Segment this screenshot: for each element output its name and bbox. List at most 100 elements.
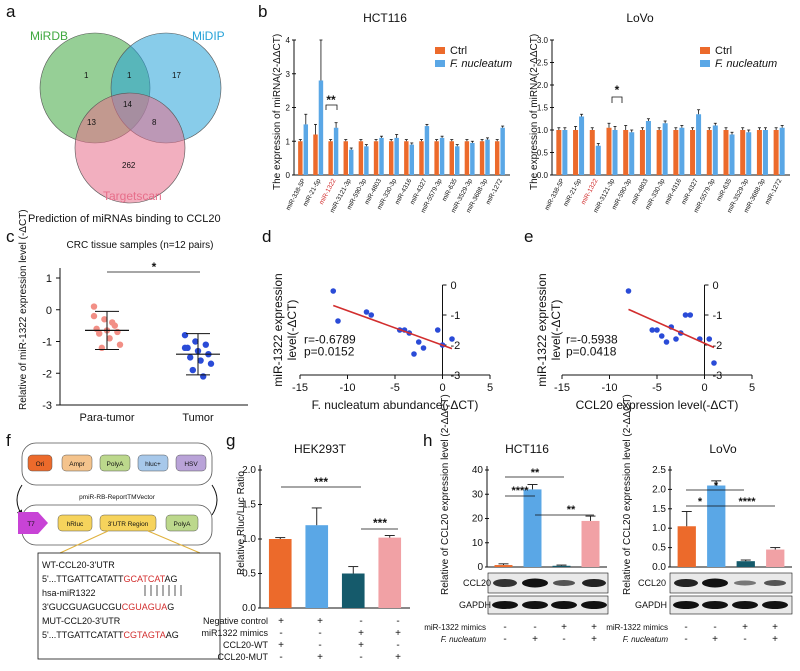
significance-label: * (714, 480, 719, 492)
venn-caption: Prediction of miRNAs binding to CCL20 (28, 213, 221, 225)
significance-label: * (615, 83, 620, 97)
data-point (106, 335, 113, 342)
data-point (90, 303, 98, 310)
condition-mark: + (317, 652, 323, 663)
bar (673, 130, 679, 175)
bar (464, 141, 470, 175)
chart-title: LoVo (709, 442, 737, 456)
bar (723, 130, 729, 175)
bar (349, 149, 354, 175)
plasmid-box-hsv (175, 454, 207, 472)
y-axis-label: Relative Rluc/Luc Ratio (236, 471, 247, 575)
legend: Ctrl F. nucleatum (435, 45, 512, 70)
bar-chart-hek293t: HEK293T Relative Rluc/Luc Ratio 0.0 0.5 1.… (201, 442, 410, 663)
x-tick-label: -10 (340, 382, 356, 394)
significance-label: * (698, 496, 703, 508)
y-tick-label: 1.0 (242, 534, 256, 545)
condition-mark: - (396, 640, 399, 651)
bar (470, 142, 475, 175)
condition-mark: + (532, 634, 538, 645)
condition-label: Negative control (203, 616, 268, 626)
condition-label: CCL20-WT (223, 640, 269, 650)
condition-mark: - (503, 634, 506, 645)
y-tick-label: 40 (472, 465, 484, 476)
bar (556, 130, 562, 175)
data-point (706, 336, 713, 342)
data-point (411, 351, 417, 357)
data-point (187, 354, 194, 361)
base-pairing-lines (144, 585, 182, 596)
bar (485, 139, 490, 175)
legend-swatch-ctrl (435, 47, 445, 54)
legend-swatch-fn (435, 60, 445, 67)
y-tick-label: 0.5 (537, 149, 549, 158)
bar (479, 141, 485, 175)
condition-mark: + (278, 616, 284, 627)
bar (523, 489, 542, 567)
y-tick-label: 0 (713, 280, 719, 292)
condition-mark: - (279, 652, 282, 663)
chart-title: HEK293T (294, 442, 347, 456)
data-point (114, 328, 121, 336)
y-tick-label: 0.5 (652, 543, 666, 554)
chart-title: HCT116 (363, 11, 407, 25)
bar (662, 123, 668, 175)
bar (379, 137, 384, 175)
y-tick-label: 1.5 (242, 500, 256, 511)
y-tick-label: 0.0 (242, 603, 256, 614)
legend-label-ctrl: Ctrl (450, 45, 467, 57)
significance-label: **** (738, 496, 756, 508)
data-point (415, 339, 422, 345)
data-point (711, 360, 717, 366)
panel-label-e: e (524, 227, 533, 246)
data-point (109, 319, 116, 326)
blot-label: GAPDH (459, 600, 491, 610)
y-tick-label: -2 (42, 368, 52, 380)
scatter-dot-plot-crc: CRC tissue samples (n=12 pairs) Relative… (18, 209, 248, 424)
chart-title: LoVo (626, 11, 654, 25)
bar (378, 537, 402, 608)
blot-gapdh (669, 595, 793, 615)
p-value: p=0.0152 (304, 345, 355, 359)
condition-mark: + (772, 634, 778, 645)
y-tick-label: -2 (451, 340, 461, 352)
blot-label: CCL20 (463, 578, 491, 588)
y-axis-label: miR-1322 expressionlevel(-ΔCT) (535, 273, 563, 386)
y-tick-label: 2.5 (537, 59, 549, 68)
significance-label: *** (373, 516, 387, 530)
y-tick-label: 0.0 (537, 171, 549, 180)
data-point (200, 373, 207, 380)
venn-count: 8 (152, 118, 157, 127)
bar-chart-h-hct116: HCT116 Relative of CCL20 expression leve… (424, 394, 609, 645)
bar (409, 144, 415, 175)
data-point (625, 288, 632, 294)
bar (419, 141, 424, 175)
venn-label-mirdb: MiRDB (30, 29, 68, 43)
data-point (673, 336, 679, 342)
data-point (663, 339, 670, 345)
y-tick-label: 0.5 (242, 569, 256, 580)
legend-swatch-ctrl (700, 47, 710, 54)
condition-mark: + (772, 622, 778, 633)
bar (434, 141, 439, 175)
condition-mark: - (684, 634, 687, 645)
data-point (181, 344, 189, 352)
bar (373, 141, 379, 175)
r-value: r=-0.6789 (304, 333, 356, 347)
bar (552, 565, 571, 567)
y-tick-label: 1.0 (537, 126, 549, 135)
bar (268, 539, 292, 608)
y-tick-label: 2.5 (652, 465, 666, 476)
panel-label-d: d (262, 227, 271, 246)
plasmid-box-ori (27, 454, 53, 472)
y-tick-label: -3 (713, 370, 723, 382)
condition-mark: + (358, 640, 364, 651)
bar (656, 130, 662, 175)
bar (404, 141, 409, 175)
panel-label-a: a (6, 2, 16, 21)
western-blot: CCL20 GAPDH (635, 572, 793, 615)
bar (706, 130, 712, 175)
panel-label-g: g (226, 431, 235, 450)
legend-label-ctrl: Ctrl (715, 45, 732, 57)
